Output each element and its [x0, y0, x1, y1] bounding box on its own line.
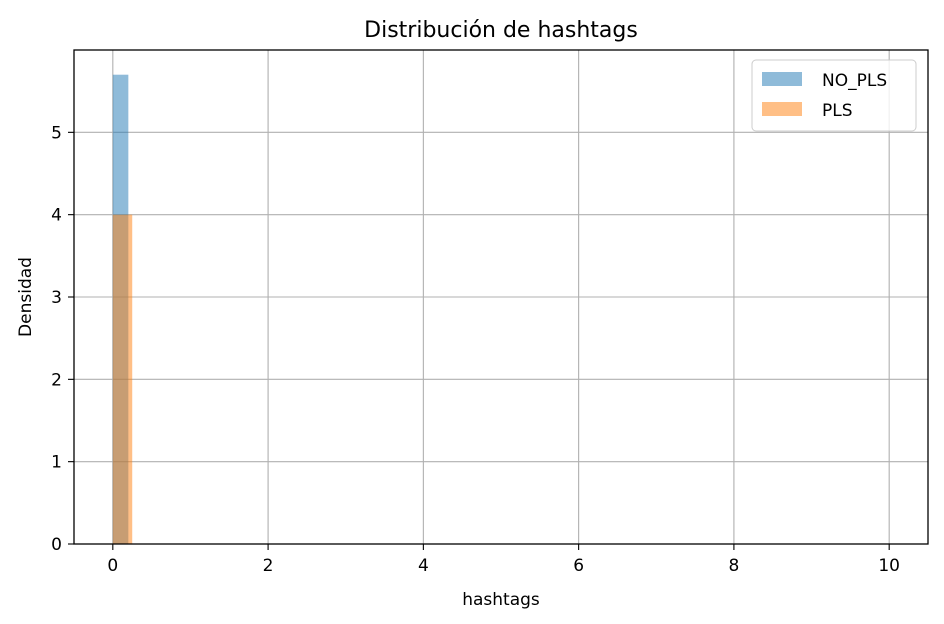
- y-axis-label: Densidad: [16, 257, 36, 337]
- x-tick-label: 0: [107, 556, 118, 576]
- legend-swatch-no-pls: [762, 72, 802, 86]
- y-tick-label: 3: [51, 288, 62, 308]
- legend-label-no-pls: NO_PLS: [822, 71, 887, 91]
- x-axis-label: hashtags: [462, 590, 540, 610]
- x-tick-label: 2: [263, 556, 274, 576]
- x-tick-label: 4: [418, 556, 429, 576]
- y-tick-label: 4: [51, 206, 62, 226]
- chart-title: Distribución de hashtags: [364, 18, 638, 43]
- bars: [112, 74, 133, 544]
- x-tick-label: 6: [573, 556, 584, 576]
- legend: NO_PLS PLS: [751, 59, 917, 132]
- y-tick-label: 5: [51, 123, 62, 143]
- histogram-bar-pls: [112, 214, 133, 544]
- legend-swatch-pls: [762, 102, 802, 116]
- y-tick-label: 1: [51, 453, 62, 473]
- ticks: 0 2 4 6 8 10 0 1 2 3 4 5: [51, 123, 900, 576]
- legend-label-pls: PLS: [822, 101, 853, 121]
- y-tick-label: 0: [51, 535, 62, 555]
- x-tick-label: 10: [878, 556, 900, 576]
- y-tick-label: 2: [51, 370, 62, 390]
- x-tick-label: 8: [728, 556, 739, 576]
